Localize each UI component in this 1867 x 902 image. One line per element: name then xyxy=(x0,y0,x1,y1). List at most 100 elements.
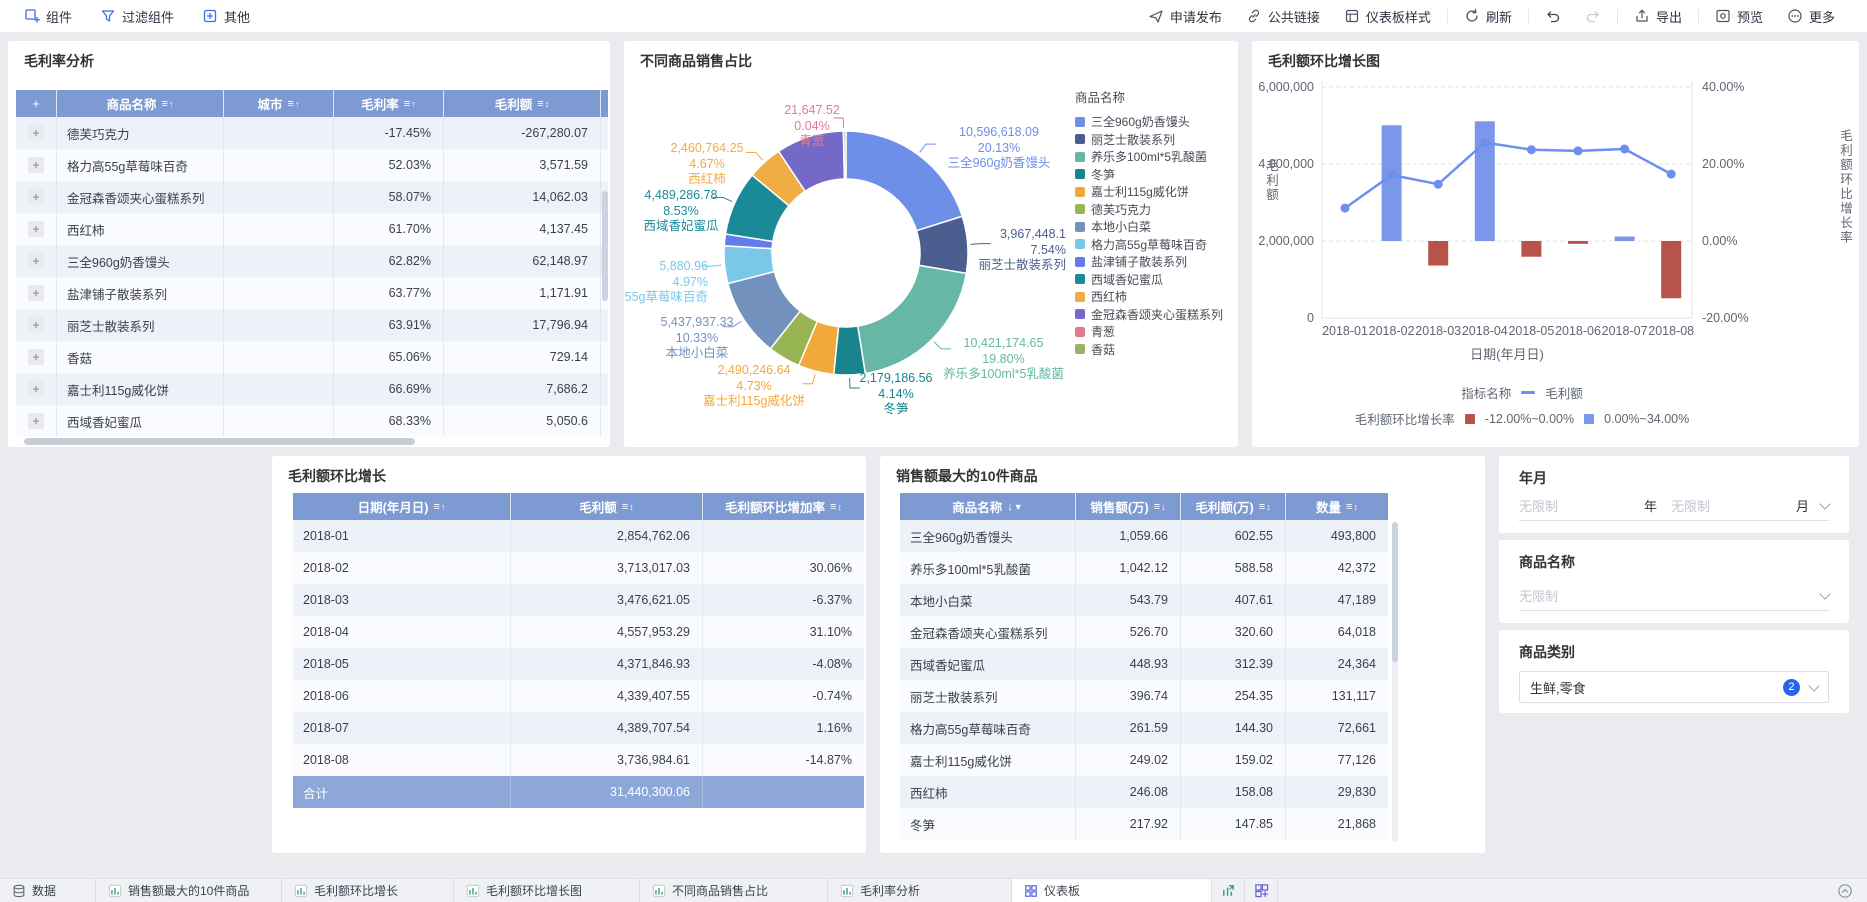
legend-item[interactable]: 养乐多100ml*5乳酸菌 xyxy=(1075,148,1223,166)
table-row[interactable]: 2018-06 4,339,407.55 -0.74% xyxy=(293,680,864,712)
line-point[interactable] xyxy=(1620,144,1630,154)
column-header[interactable]: 商品名称 ≡ ↑ xyxy=(56,90,223,117)
table-row[interactable]: + 三全960g奶香馒头 62.82% 62,148.97 xyxy=(16,245,608,277)
table-row[interactable]: + 西红柿 61.70% 4,137.45 xyxy=(16,213,608,245)
add-chart-button[interactable] xyxy=(1212,879,1245,902)
tab-毛利率分析[interactable]: 毛利率分析 xyxy=(828,879,1012,902)
expand-row-button[interactable]: + xyxy=(28,157,44,173)
legend-item[interactable]: 本地小白菜 xyxy=(1075,218,1223,236)
expand-row-button[interactable]: + xyxy=(28,253,44,269)
table-row[interactable]: 2018-07 4,389,707.54 1.16% xyxy=(293,712,864,744)
toolbar-button-publish[interactable]: 申请发布 xyxy=(1148,7,1222,26)
growth-bar[interactable] xyxy=(1381,125,1402,241)
toolbar-button-refresh[interactable]: 刷新 xyxy=(1464,7,1512,26)
legend-item[interactable]: 盐津铺子散装系列 xyxy=(1075,253,1223,271)
add-dashboard-button[interactable] xyxy=(1245,879,1278,902)
expand-row-button[interactable]: + xyxy=(28,125,44,141)
column-header[interactable]: 数量 ≡ ↕ xyxy=(1285,493,1388,520)
growth-bar[interactable] xyxy=(1661,241,1682,299)
growth-bar[interactable] xyxy=(1428,241,1449,266)
toolbar-button-preview[interactable]: 预览 xyxy=(1715,7,1763,26)
legend-item[interactable]: 西域香妃蜜瓜 xyxy=(1075,271,1223,289)
toolbar-button-redo[interactable] xyxy=(1585,8,1601,24)
table-row[interactable]: 2018-01 2,854,762.06 xyxy=(293,520,864,552)
tab-不同商品销售占比[interactable]: 不同商品销售占比 xyxy=(640,879,828,902)
line-point[interactable] xyxy=(1340,203,1350,213)
growth-bar[interactable] xyxy=(1474,121,1495,241)
column-header[interactable]: 毛利率 ≡ ↑ xyxy=(333,90,443,117)
toolbar-item-component[interactable]: 组件 xyxy=(24,7,72,26)
table-row[interactable]: 2018-02 3,713,017.03 30.06% xyxy=(293,552,864,584)
toolbar-item-filter-component[interactable]: 过滤组件 xyxy=(100,7,174,26)
column-header[interactable]: 毛利额环比增加率 ≡ ↕ xyxy=(702,493,864,520)
tab-销售额最大的10件商品[interactable]: 销售额最大的10件商品 xyxy=(96,879,282,902)
expand-row-button[interactable]: + xyxy=(28,317,44,333)
table-row[interactable]: + 西域香妃蜜瓜 68.33% 5,050.6 xyxy=(16,405,608,437)
column-header[interactable]: 商品名称 ↓ ▼ xyxy=(952,500,1023,516)
growth-bar[interactable] xyxy=(1521,241,1542,257)
tab-毛利额环比增长[interactable]: 毛利额环比增长 xyxy=(282,879,454,902)
toolbar-button-style[interactable]: 仪表板样式 xyxy=(1344,7,1431,26)
table-row[interactable]: 格力高55g草莓味百奇 261.59 144.30 72,661 xyxy=(900,712,1388,744)
tab-仪表板[interactable]: 仪表板 xyxy=(1012,879,1212,902)
expand-row-button[interactable]: + xyxy=(28,381,44,397)
table-row[interactable]: 2018-04 4,557,953.29 31.10% xyxy=(293,616,864,648)
product-category-input[interactable]: 生鲜,零食 2 xyxy=(1519,671,1829,703)
table-row[interactable]: 本地小白菜 543.79 407.61 47,189 xyxy=(900,584,1388,616)
table-row[interactable]: 2018-03 3,476,621.05 -6.37% xyxy=(293,584,864,616)
expand-row-button[interactable]: + xyxy=(28,189,44,205)
table-row[interactable]: 嘉士利115g威化饼 249.02 159.02 77,126 xyxy=(900,744,1388,776)
product-name-input[interactable]: 无限制 xyxy=(1519,580,1831,611)
column-header[interactable]: 城市 ≡ ↑ xyxy=(223,90,333,117)
table-row[interactable]: + 香菇 65.06% 729.14 xyxy=(16,341,608,373)
pos-range-label[interactable]: 0.00%~34.00% xyxy=(1604,411,1690,426)
table-row[interactable]: 金冠森香颂夹心蛋糕系列 526.70 320.60 64,018 xyxy=(900,616,1388,648)
column-header[interactable]: 销售额(万) ≡ ↓ xyxy=(1075,493,1180,520)
toolbar-button-undo[interactable] xyxy=(1545,8,1561,24)
toolbar-button-link[interactable]: 公共链接 xyxy=(1246,7,1320,26)
toolbar-button-export[interactable]: 导出 xyxy=(1634,7,1682,26)
expand-row-button[interactable]: + xyxy=(28,413,44,429)
expand-row-button[interactable]: + xyxy=(28,285,44,301)
table-row[interactable]: + 丽芝士散装系列 63.91% 17,796.94 xyxy=(16,309,608,341)
line-point[interactable] xyxy=(1526,145,1536,155)
table-row[interactable]: + 金冠森香颂夹心蛋糕系列 58.07% 14,062.03 xyxy=(16,181,608,213)
expand-row-button[interactable]: + xyxy=(28,221,44,237)
column-header[interactable]: + xyxy=(32,96,40,111)
vertical-scrollbar[interactable] xyxy=(1392,522,1398,662)
line-point[interactable] xyxy=(1666,169,1676,179)
collapse-tabbar-button[interactable] xyxy=(1837,879,1867,902)
legend-item[interactable]: 三全960g奶香馒头 xyxy=(1075,113,1223,131)
vertical-scrollbar[interactable] xyxy=(602,191,608,301)
toolbar-item-other[interactable]: 其他 xyxy=(202,7,250,26)
table-row[interactable]: 三全960g奶香馒头 1,059.66 602.55 493,800 xyxy=(900,520,1388,552)
table-row[interactable]: + 格力高55g草莓味百奇 52.03% 3,571.59 xyxy=(16,149,608,181)
table-row[interactable]: 西域香妃蜜瓜 448.93 312.39 24,364 xyxy=(900,648,1388,680)
horizontal-scrollbar[interactable] xyxy=(24,438,415,445)
legend-item[interactable]: 丽芝士散装系列 xyxy=(1075,131,1223,149)
growth-bar[interactable] xyxy=(1614,236,1635,241)
table-row[interactable]: 2018-05 4,371,846.93 -4.08% xyxy=(293,648,864,680)
column-header[interactable]: 毛利额 ≡ ↕ xyxy=(510,493,702,520)
line-point[interactable] xyxy=(1573,146,1583,156)
table-row[interactable]: 丽芝士散装系列 396.74 254.35 131,117 xyxy=(900,680,1388,712)
column-header[interactable]: 毛利额(万) ≡ ↕ xyxy=(1180,493,1285,520)
line-point[interactable] xyxy=(1433,179,1443,189)
table-row[interactable]: 冬笋 217.92 147.85 21,868 xyxy=(900,808,1388,840)
table-row[interactable]: 2018-08 3,736,984.61 -14.87% xyxy=(293,744,864,776)
table-row[interactable]: + 德芙巧克力 -17.45% -267,280.07 xyxy=(16,117,608,149)
legend-item[interactable]: 德芙巧克力 xyxy=(1075,201,1223,219)
neg-range-label[interactable]: -12.00%~0.00% xyxy=(1484,411,1575,426)
donut-slice[interactable] xyxy=(842,130,847,180)
table-total-row[interactable]: 合计 31,440,300.06 xyxy=(293,776,864,808)
legend-item[interactable]: 格力高55g草莓味百奇 xyxy=(1075,236,1223,254)
toolbar-button-more[interactable]: 更多 xyxy=(1787,7,1835,26)
expand-row-button[interactable]: + xyxy=(28,349,44,365)
year-month-input[interactable]: 无限制 年 无限制 月 xyxy=(1519,490,1831,521)
legend-item[interactable]: 冬笋 xyxy=(1075,166,1223,184)
line-point[interactable] xyxy=(1480,138,1490,147)
table-row[interactable]: 养乐多100ml*5乳酸菌 1,042.12 588.58 42,372 xyxy=(900,552,1388,584)
legend-item[interactable]: 西红柿 xyxy=(1075,288,1223,306)
line-point[interactable] xyxy=(1387,170,1397,180)
tab-毛利额环比增长图[interactable]: 毛利额环比增长图 xyxy=(454,879,640,902)
